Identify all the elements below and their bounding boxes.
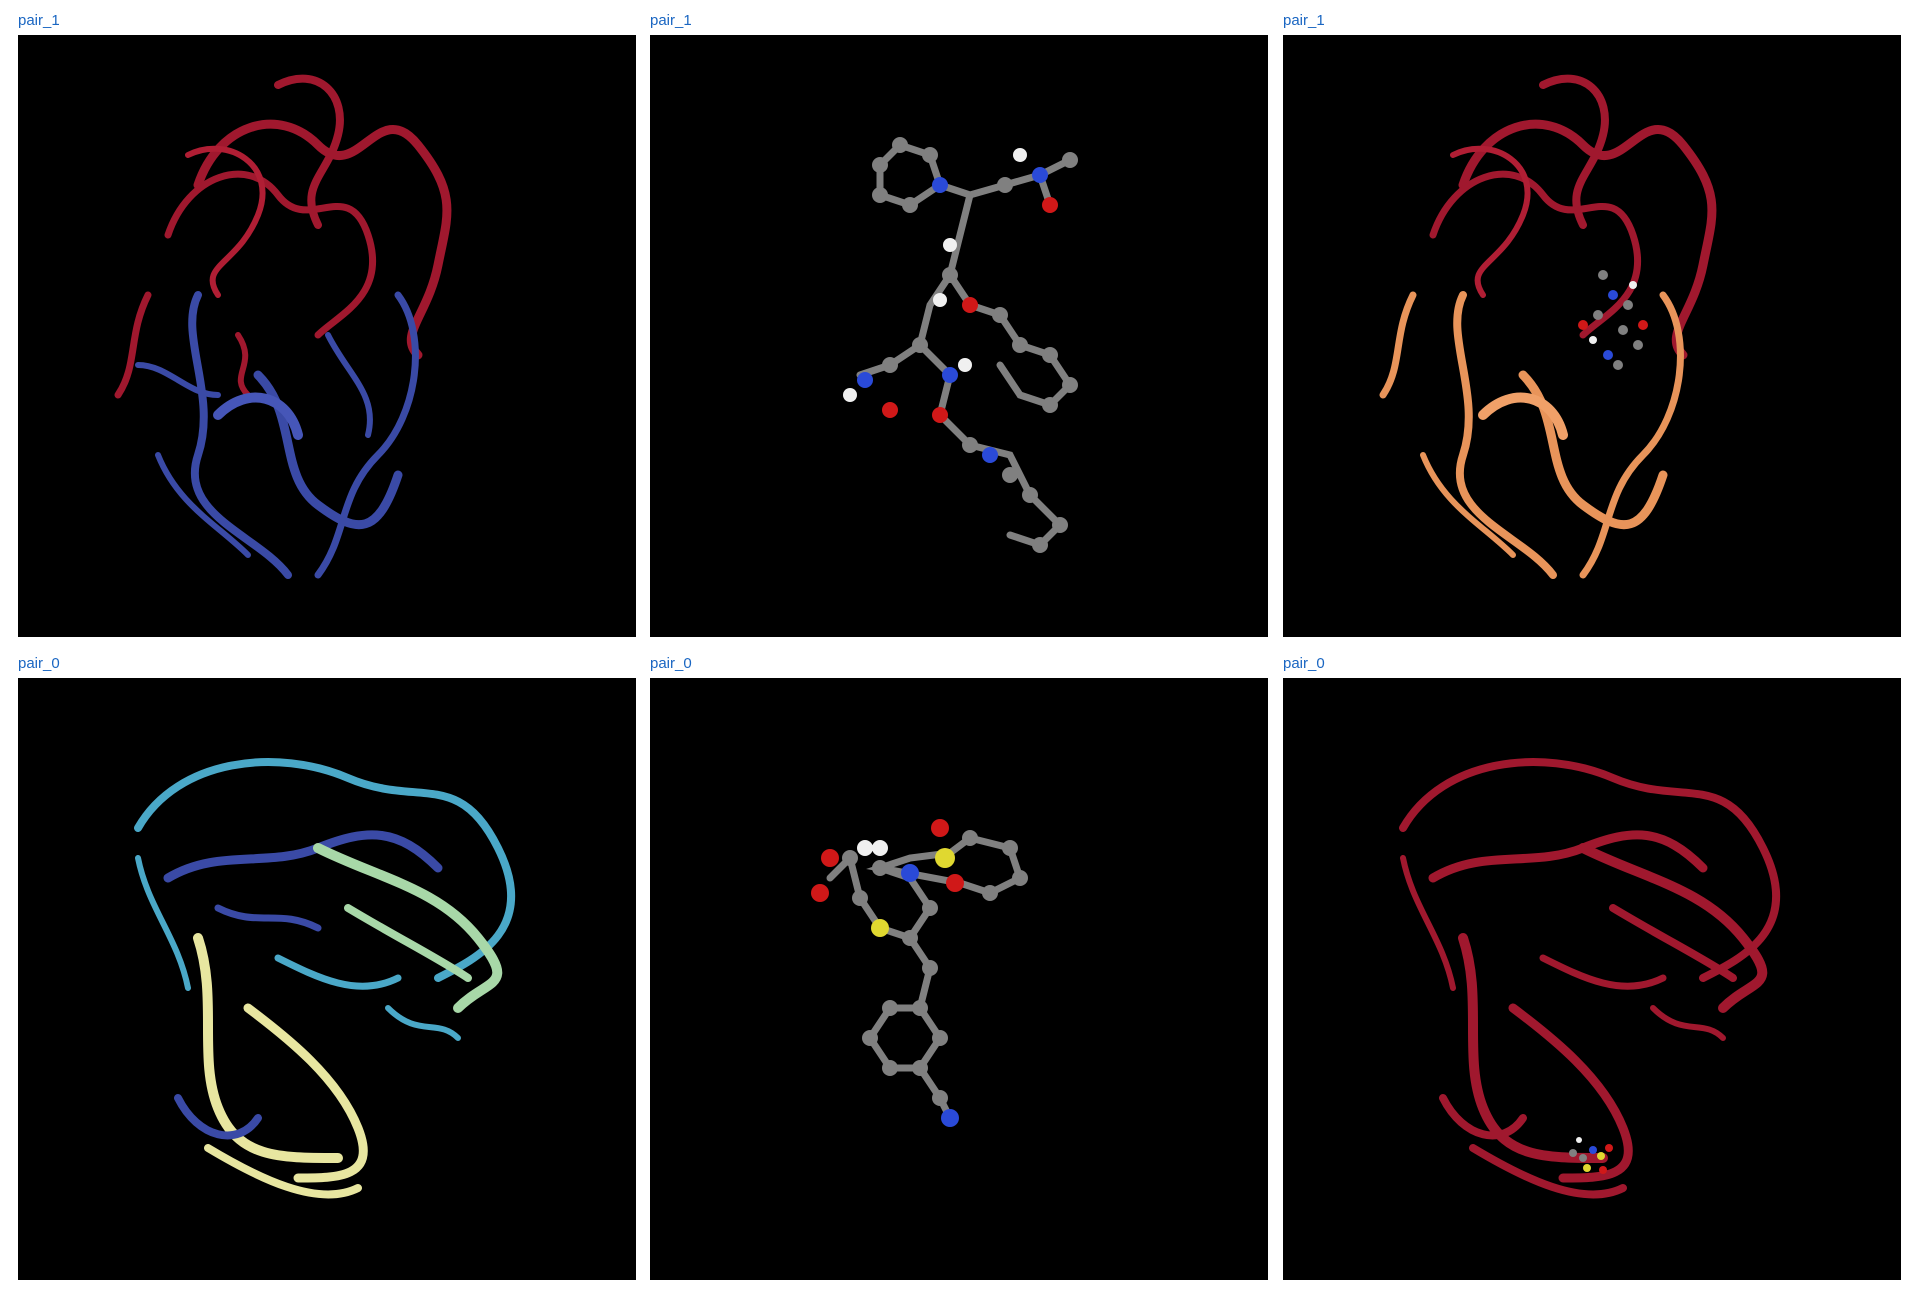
complex-render	[1379, 74, 1717, 579]
panel-label: pair_0	[1283, 655, 1325, 672]
panel-pair1-ligand: pair_1	[650, 0, 1268, 637]
ligand-viewport[interactable]	[650, 35, 1268, 637]
ligand-render	[843, 137, 1078, 553]
complex-render	[1399, 758, 1780, 1199]
complex-viewport[interactable]	[1283, 678, 1901, 1280]
panel-pair1-protein: pair_1	[18, 0, 636, 637]
protein-viewport[interactable]	[18, 35, 636, 637]
protein-viewport[interactable]	[18, 678, 636, 1280]
panel-label: pair_1	[650, 12, 692, 29]
ligand-viewport[interactable]	[650, 678, 1268, 1280]
ligand-render	[811, 819, 1028, 1127]
panel-pair0-protein: pair_0	[18, 643, 636, 1280]
panel-label: pair_1	[18, 12, 60, 29]
complex-viewport[interactable]	[1283, 35, 1901, 637]
protein-render	[134, 758, 515, 1199]
panel-label: pair_0	[650, 655, 692, 672]
panel-pair0-complex: pair_0	[1283, 643, 1901, 1280]
protein-render	[114, 74, 452, 579]
panel-label: pair_1	[1283, 12, 1325, 29]
panel-pair0-ligand: pair_0	[650, 643, 1268, 1280]
panel-label: pair_0	[18, 655, 60, 672]
panel-pair1-complex: pair_1	[1283, 0, 1901, 637]
